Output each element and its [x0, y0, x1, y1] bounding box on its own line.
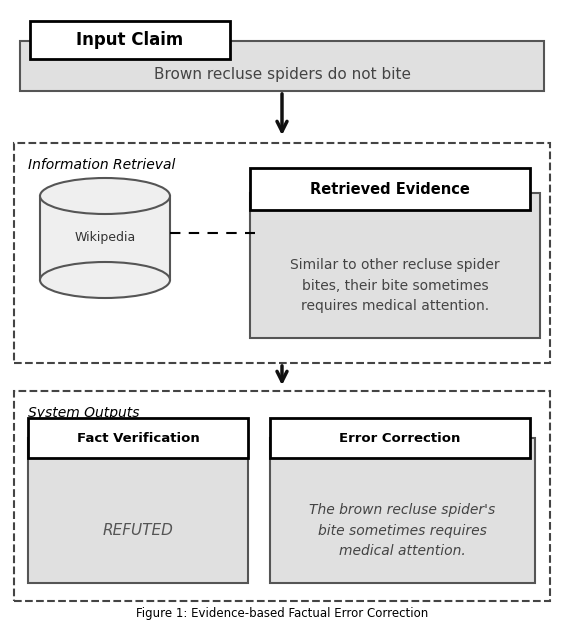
Text: Fact Verification: Fact Verification — [77, 431, 200, 445]
FancyBboxPatch shape — [28, 438, 248, 583]
FancyBboxPatch shape — [14, 143, 550, 363]
FancyBboxPatch shape — [14, 391, 550, 601]
Text: The brown recluse spider's
bite sometimes requires
medical attention.: The brown recluse spider's bite sometime… — [310, 503, 496, 558]
Text: Retrieved Evidence: Retrieved Evidence — [310, 181, 470, 197]
FancyBboxPatch shape — [270, 438, 535, 583]
Text: Input Claim: Input Claim — [76, 31, 184, 49]
Text: Wikipedia: Wikipedia — [74, 232, 135, 244]
Text: Similar to other recluse spider
bites, their bite sometimes
requires medical att: Similar to other recluse spider bites, t… — [290, 258, 500, 313]
Text: Error Correction: Error Correction — [340, 431, 461, 445]
FancyBboxPatch shape — [30, 21, 230, 59]
FancyBboxPatch shape — [40, 196, 170, 280]
FancyBboxPatch shape — [250, 168, 530, 210]
Text: Information Retrieval: Information Retrieval — [28, 158, 175, 172]
Ellipse shape — [40, 262, 170, 298]
FancyBboxPatch shape — [250, 193, 540, 338]
Text: REFUTED: REFUTED — [103, 523, 174, 538]
FancyBboxPatch shape — [28, 418, 248, 458]
Ellipse shape — [40, 178, 170, 214]
FancyBboxPatch shape — [20, 41, 544, 91]
FancyBboxPatch shape — [270, 418, 530, 458]
Text: Brown recluse spiders do not bite: Brown recluse spiders do not bite — [153, 67, 411, 81]
Text: Figure 1: Evidence-based Factual Error Correction: Figure 1: Evidence-based Factual Error C… — [136, 607, 428, 619]
Text: System Outputs: System Outputs — [28, 406, 139, 420]
